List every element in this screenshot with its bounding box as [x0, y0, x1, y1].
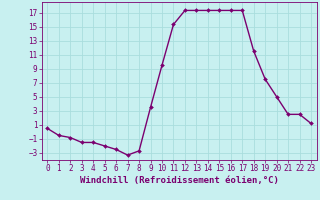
X-axis label: Windchill (Refroidissement éolien,°C): Windchill (Refroidissement éolien,°C)	[80, 176, 279, 185]
